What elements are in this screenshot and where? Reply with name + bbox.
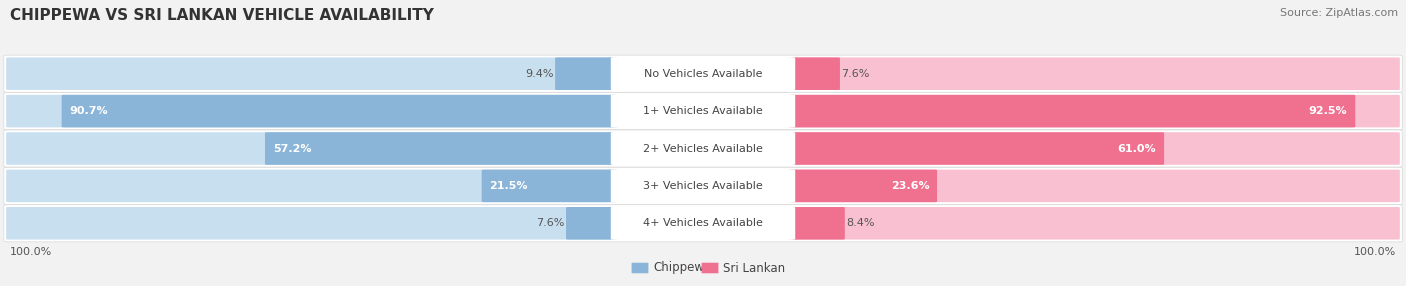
FancyBboxPatch shape (6, 132, 617, 165)
FancyBboxPatch shape (702, 263, 718, 273)
Text: Chippewa: Chippewa (652, 261, 711, 275)
Text: 7.6%: 7.6% (537, 218, 565, 228)
Text: 9.4%: 9.4% (526, 69, 554, 79)
Text: 3+ Vehicles Available: 3+ Vehicles Available (643, 181, 763, 191)
Text: 100.0%: 100.0% (1354, 247, 1396, 257)
Text: 4+ Vehicles Available: 4+ Vehicles Available (643, 218, 763, 228)
FancyBboxPatch shape (631, 263, 648, 273)
FancyBboxPatch shape (4, 130, 1402, 167)
FancyBboxPatch shape (264, 132, 617, 165)
FancyBboxPatch shape (567, 207, 617, 240)
Text: 1+ Vehicles Available: 1+ Vehicles Available (643, 106, 763, 116)
FancyBboxPatch shape (4, 167, 1402, 204)
FancyBboxPatch shape (789, 132, 1164, 165)
FancyBboxPatch shape (4, 55, 1402, 92)
FancyBboxPatch shape (6, 170, 617, 202)
FancyBboxPatch shape (610, 95, 796, 128)
FancyBboxPatch shape (4, 93, 1402, 130)
Text: 92.5%: 92.5% (1309, 106, 1347, 116)
Text: 23.6%: 23.6% (890, 181, 929, 191)
FancyBboxPatch shape (789, 95, 1355, 127)
FancyBboxPatch shape (610, 57, 796, 90)
Text: 7.6%: 7.6% (841, 69, 869, 79)
FancyBboxPatch shape (789, 170, 1400, 202)
Text: 90.7%: 90.7% (69, 106, 108, 116)
FancyBboxPatch shape (6, 95, 617, 127)
FancyBboxPatch shape (6, 57, 617, 90)
FancyBboxPatch shape (789, 57, 1400, 90)
Text: 57.2%: 57.2% (273, 144, 311, 154)
Text: 2+ Vehicles Available: 2+ Vehicles Available (643, 144, 763, 154)
FancyBboxPatch shape (610, 207, 796, 240)
Text: 8.4%: 8.4% (846, 218, 875, 228)
Text: CHIPPEWA VS SRI LANKAN VEHICLE AVAILABILITY: CHIPPEWA VS SRI LANKAN VEHICLE AVAILABIL… (10, 8, 434, 23)
Text: Sri Lankan: Sri Lankan (723, 261, 785, 275)
FancyBboxPatch shape (482, 170, 617, 202)
FancyBboxPatch shape (6, 207, 617, 240)
Text: 61.0%: 61.0% (1118, 144, 1156, 154)
FancyBboxPatch shape (789, 95, 1400, 127)
FancyBboxPatch shape (62, 95, 617, 127)
FancyBboxPatch shape (610, 132, 796, 165)
FancyBboxPatch shape (789, 132, 1400, 165)
Text: 100.0%: 100.0% (10, 247, 52, 257)
FancyBboxPatch shape (789, 207, 1400, 240)
FancyBboxPatch shape (789, 57, 839, 90)
Text: Source: ZipAtlas.com: Source: ZipAtlas.com (1279, 8, 1398, 18)
FancyBboxPatch shape (789, 170, 936, 202)
FancyBboxPatch shape (4, 205, 1402, 242)
FancyBboxPatch shape (555, 57, 617, 90)
FancyBboxPatch shape (789, 207, 845, 240)
FancyBboxPatch shape (610, 169, 796, 202)
Text: 21.5%: 21.5% (489, 181, 529, 191)
Text: No Vehicles Available: No Vehicles Available (644, 69, 762, 79)
